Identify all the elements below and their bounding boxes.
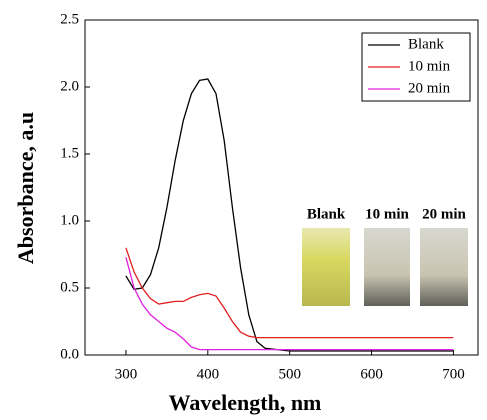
y-tick-label: 2.0 <box>60 78 79 94</box>
inset-label: Blank <box>307 206 346 222</box>
x-tick-label: 700 <box>442 366 465 382</box>
y-tick-label: 0.0 <box>60 346 79 362</box>
inset-photos <box>302 228 468 306</box>
y-axis-label: Absorbance, a.u <box>13 112 38 264</box>
inset-label: 20 min <box>422 206 466 222</box>
x-tick-label: 300 <box>115 366 138 382</box>
photo-blank <box>302 228 350 306</box>
series-line <box>125 78 454 352</box>
y-tick-label: 2.5 <box>60 11 79 27</box>
x-axis-label: Wavelength, nm <box>169 390 322 415</box>
y-tick-label: 1.5 <box>60 145 79 161</box>
plot-frame <box>84 19 479 356</box>
inset-label: 10 min <box>365 206 409 222</box>
x-tick-label: 400 <box>197 366 220 382</box>
series-line <box>125 257 454 351</box>
y-tick-label: 0.5 <box>60 279 79 295</box>
photo-10min <box>364 228 410 306</box>
photo-20min <box>420 228 468 306</box>
y-tick-label: 1.0 <box>60 212 79 228</box>
legend-label: Blank <box>408 36 444 52</box>
legend-label: 10 min <box>408 58 451 74</box>
x-tick-label: 500 <box>278 366 301 382</box>
series-line <box>125 247 454 339</box>
legend-label: 20 min <box>408 80 451 96</box>
x-tick-label: 600 <box>360 366 383 382</box>
